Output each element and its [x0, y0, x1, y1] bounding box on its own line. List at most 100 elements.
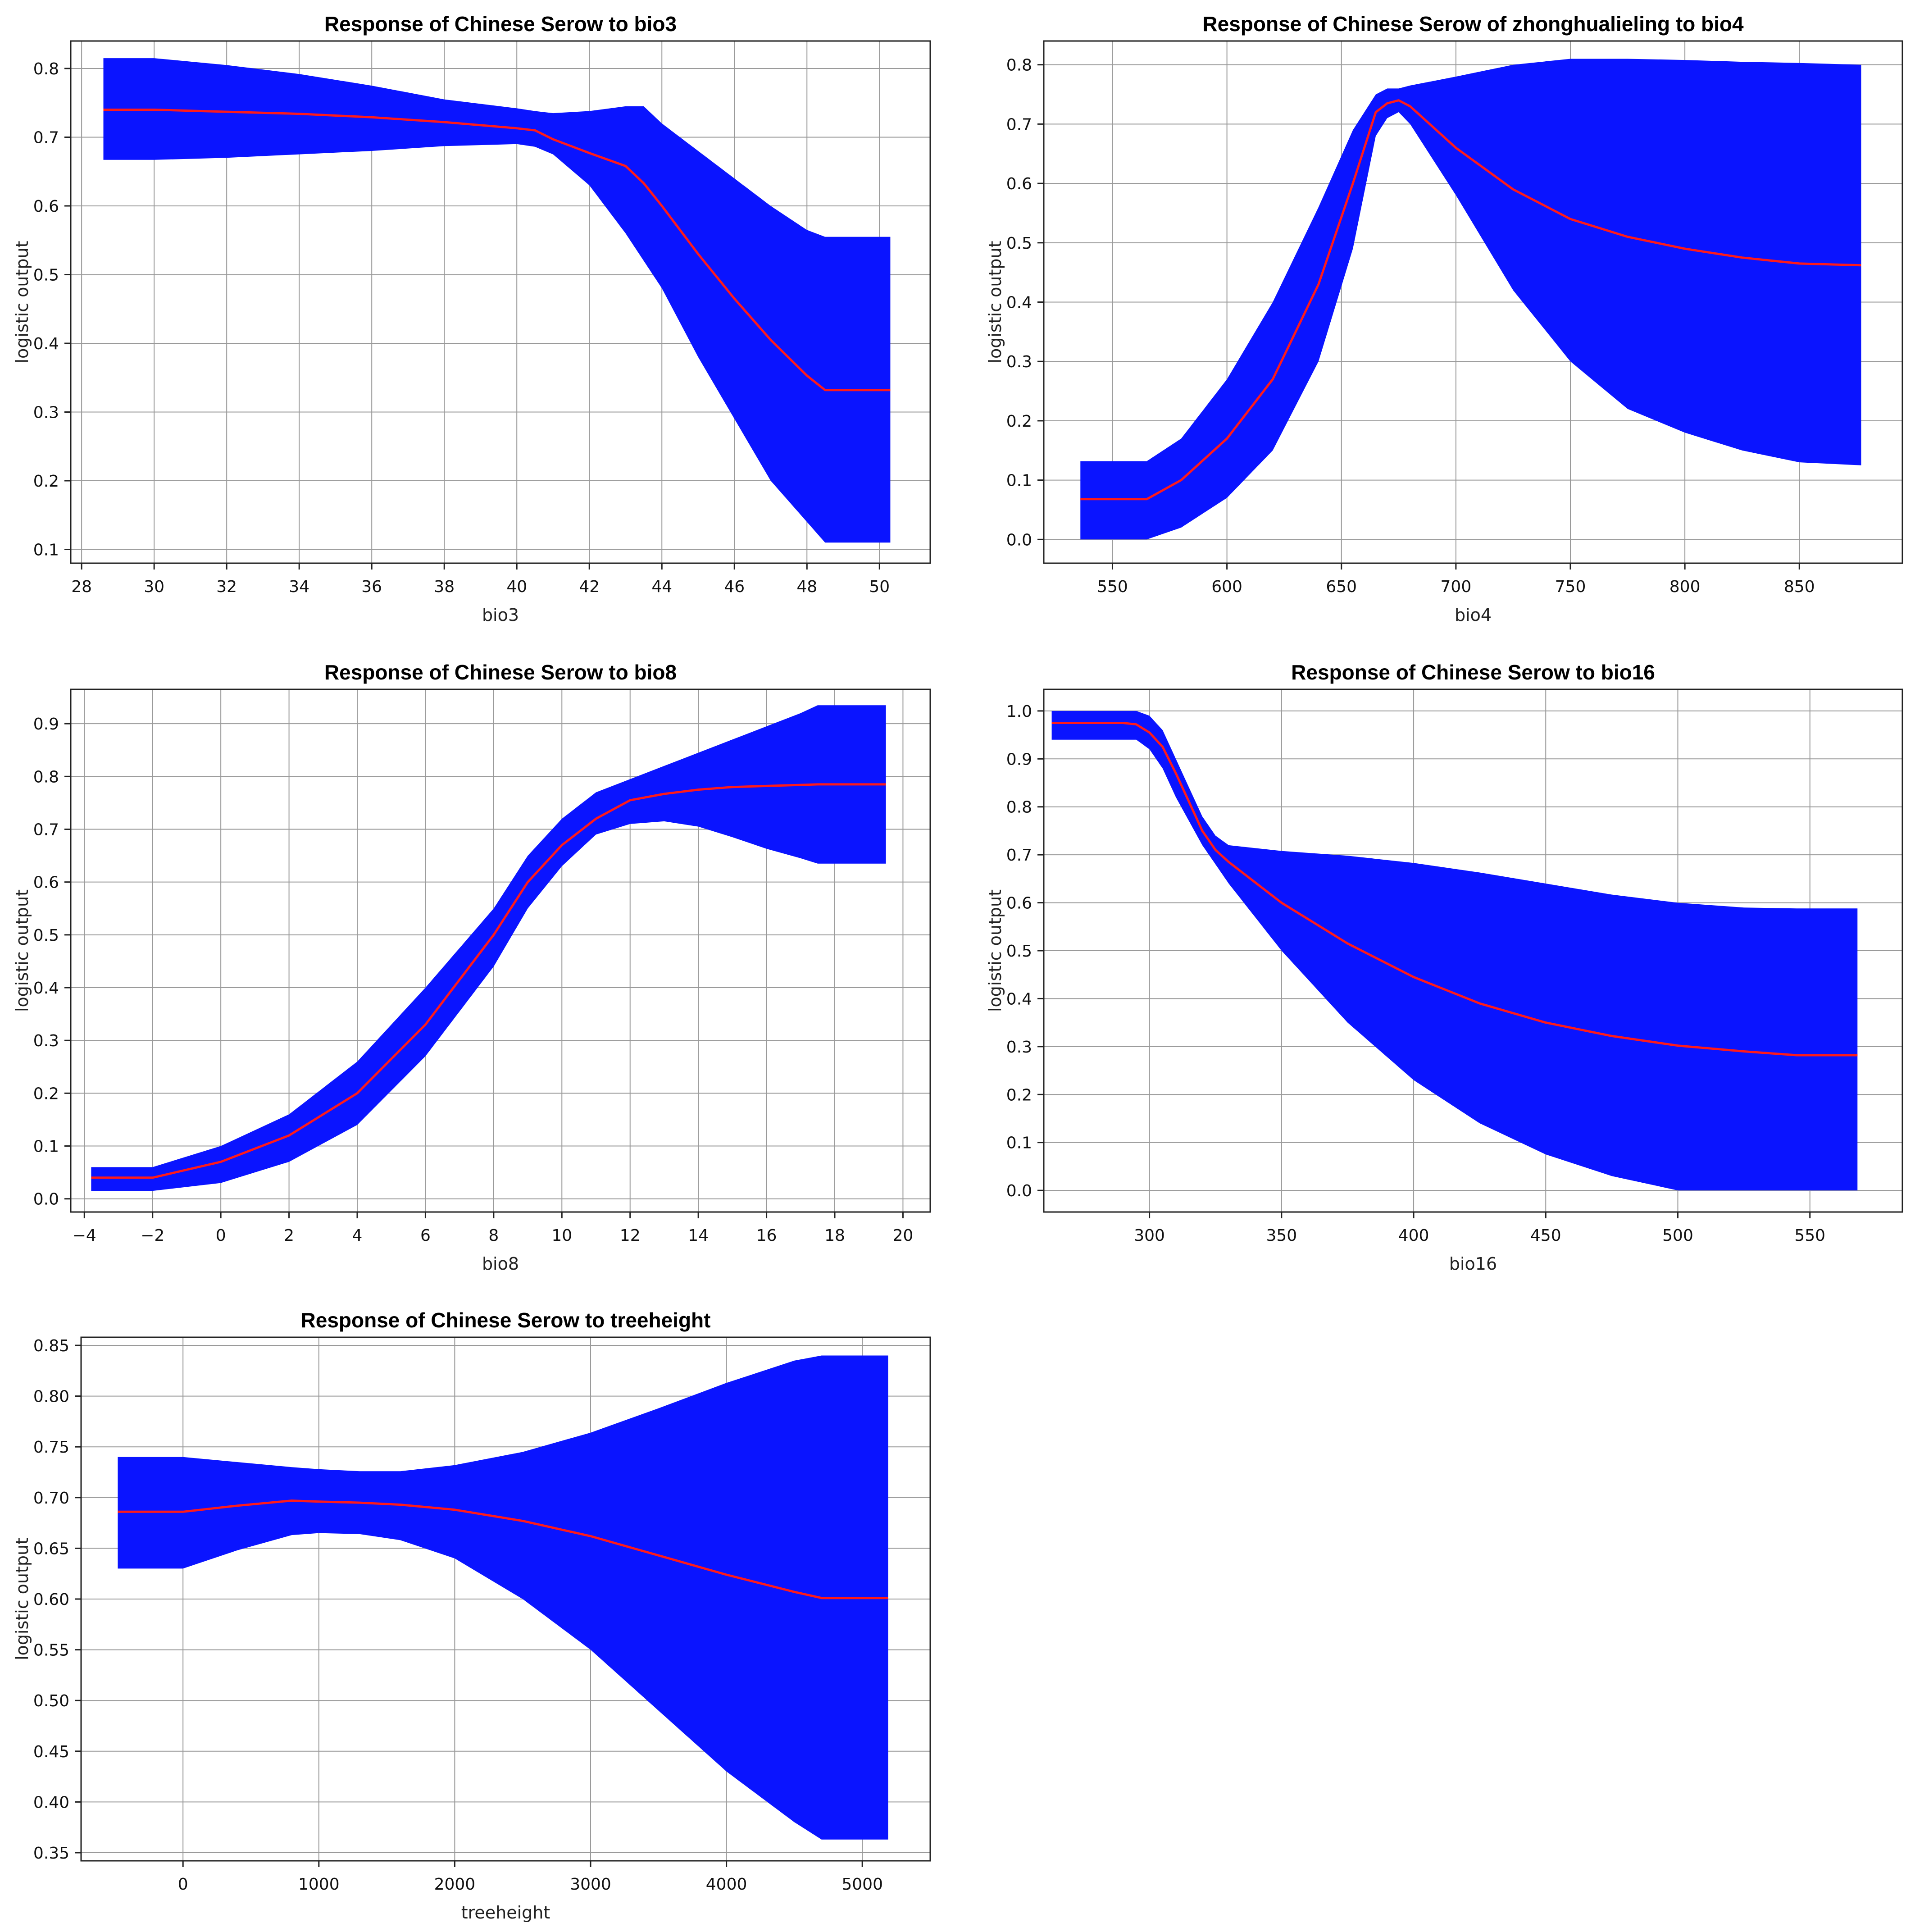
x-tick-label: 450: [1530, 1226, 1561, 1245]
y-tick-label: 0.2: [1006, 1086, 1032, 1104]
y-axis-label: logistic output: [985, 889, 1005, 1012]
y-tick-label: 0.60: [33, 1590, 69, 1609]
x-tick-label: 28: [71, 578, 92, 596]
y-tick-label: 0.6: [1006, 175, 1032, 193]
x-tick-label: 2: [284, 1226, 294, 1245]
x-axis-label: bio3: [482, 605, 519, 625]
x-tick-label: 2000: [434, 1875, 476, 1894]
chart-title: Response of Chinese Serow to bio16: [1291, 661, 1655, 684]
x-tick-label: 36: [361, 578, 382, 596]
y-tick-label: 0.7: [1006, 115, 1032, 134]
y-tick-label: 0.2: [1006, 412, 1032, 431]
y-tick-label: 0.2: [33, 1084, 59, 1103]
chart-2: 550 600 650 700 750 800 850 0.0 0.1 0.2 0.3 0.4 0.5 0…: [985, 12, 1903, 625]
y-tick-label: 0.4: [1006, 990, 1032, 1008]
mean-response-line: [1080, 99, 1861, 501]
x-tick-label: 32: [216, 578, 237, 596]
y-tick-label: 0.7: [1006, 846, 1032, 865]
x-tick-label: 400: [1398, 1226, 1429, 1245]
y-tick-label: 1.0: [1006, 702, 1032, 721]
y-tick-label: 0.6: [33, 197, 59, 216]
chart-title: Response of Chinese Serow to bio3: [324, 12, 677, 36]
y-tick-label: 0.85: [33, 1337, 69, 1355]
mean-response-line: [118, 1499, 888, 1599]
x-tick-label: 750: [1555, 578, 1586, 596]
y-tick-label: 0.50: [33, 1692, 69, 1710]
plot-frame: [70, 40, 931, 564]
x-tick-label: 600: [1211, 578, 1242, 596]
y-axis-label: logistic output: [12, 889, 32, 1012]
x-tick-label: 300: [1134, 1226, 1165, 1245]
confidence-band: [118, 1355, 888, 1840]
x-tick-label: 14: [688, 1226, 709, 1245]
x-tick-label: 16: [756, 1226, 777, 1245]
x-tick-label: 46: [724, 578, 745, 596]
y-tick-label: 0.0: [1006, 531, 1032, 549]
x-tick-label: 850: [1784, 578, 1815, 596]
chart-title: Response of Chinese Serow of zhonghualie…: [1202, 12, 1744, 36]
y-tick-label: 0.5: [1006, 942, 1032, 961]
y-tick-label: 0.70: [33, 1489, 69, 1508]
y-tick-label: 0.35: [33, 1844, 69, 1863]
x-tick-label: 50: [869, 578, 890, 596]
y-tick-label: 0.7: [33, 821, 59, 839]
x-tick-label: 4: [352, 1226, 363, 1245]
x-tick-label: 34: [289, 578, 309, 596]
y-axis-label: logistic output: [12, 1538, 32, 1660]
x-axis-label: bio4: [1455, 605, 1492, 625]
y-tick-label: 0.65: [33, 1540, 69, 1558]
y-tick-label: 0.4: [33, 979, 59, 998]
y-tick-label: 0.7: [33, 129, 59, 147]
y-tick-label: 0.45: [33, 1743, 69, 1761]
x-tick-label: 44: [651, 578, 672, 596]
x-tick-label: 48: [796, 578, 817, 596]
x-tick-label: −4: [73, 1226, 96, 1245]
y-tick-label: 0.4: [33, 335, 59, 353]
y-tick-label: 0.3: [33, 1032, 59, 1050]
x-tick-label: 12: [620, 1226, 641, 1245]
y-tick-label: 0.2: [33, 472, 59, 491]
y-tick-label: 0.8: [1006, 56, 1032, 75]
mean-response-line: [91, 783, 886, 1179]
y-tick-label: 0.5: [33, 266, 59, 285]
plot-frame: [70, 688, 931, 1213]
x-tick-label: 40: [506, 578, 527, 596]
y-tick-label: 0.40: [33, 1793, 69, 1812]
mean-response-line: [1051, 722, 1858, 1057]
confidence-band: [1051, 711, 1858, 1191]
x-tick-label: 550: [1794, 1226, 1825, 1245]
x-axis-label: bio16: [1449, 1254, 1497, 1274]
y-axis-label: logistic output: [12, 241, 32, 363]
x-tick-label: 4000: [706, 1875, 747, 1894]
x-tick-label: 350: [1266, 1226, 1297, 1245]
x-tick-label: 8: [488, 1226, 499, 1245]
y-tick-label: 0.1: [33, 541, 59, 560]
x-tick-label: −2: [141, 1226, 164, 1245]
x-tick-label: 800: [1669, 578, 1701, 596]
x-tick-label: 5000: [842, 1875, 883, 1894]
x-axis-label: treeheight: [461, 1903, 550, 1923]
x-tick-label: 18: [824, 1226, 845, 1245]
x-tick-label: 3000: [570, 1875, 611, 1894]
y-tick-label: 0.6: [1006, 894, 1032, 913]
chart-title: Response of Chinese Serow to treeheight: [301, 1308, 711, 1332]
y-tick-label: 0.80: [33, 1388, 69, 1406]
y-tick-label: 0.3: [1006, 1038, 1032, 1057]
confidence-band: [1080, 59, 1861, 540]
x-tick-label: 0: [178, 1875, 188, 1894]
y-tick-label: 0.8: [1006, 798, 1032, 817]
y-tick-label: 0.3: [33, 404, 59, 422]
y-tick-label: 0.1: [1006, 472, 1032, 490]
chart-title: Response of Chinese Serow to bio8: [324, 661, 677, 684]
x-tick-label: 550: [1097, 578, 1128, 596]
x-tick-label: 650: [1326, 578, 1357, 596]
y-tick-label: 0.1: [33, 1138, 59, 1156]
x-tick-label: 30: [144, 578, 164, 596]
x-tick-label: 38: [434, 578, 455, 596]
y-tick-label: 0.3: [1006, 353, 1032, 371]
chart-1: 28 30 32 34 36 38 40 42 44 46 48 50 0.1 0.2 0.3 0.4 0.5 0…: [12, 12, 931, 625]
y-tick-label: 0.5: [33, 926, 59, 945]
y-tick-label: 0.6: [33, 874, 59, 892]
chart-5: 0 1000 2000 3000 4000 5000 0.35 0.40 0.45 0.50 0.5…: [12, 1308, 931, 1923]
